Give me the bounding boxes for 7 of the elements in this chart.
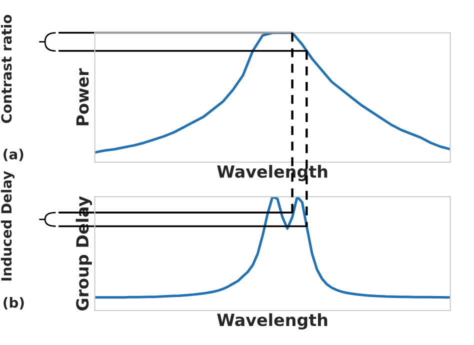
ref-line-label: Contrast ratio xyxy=(0,14,12,123)
text: (b) xyxy=(4,297,24,310)
x-axis-title: Wavelength xyxy=(217,313,328,330)
text: (a) xyxy=(4,148,24,162)
x-axis-title: Wavelength xyxy=(217,164,328,182)
y-axis-title: Power xyxy=(76,68,89,126)
legend-label: Induced Delay xyxy=(0,170,14,280)
